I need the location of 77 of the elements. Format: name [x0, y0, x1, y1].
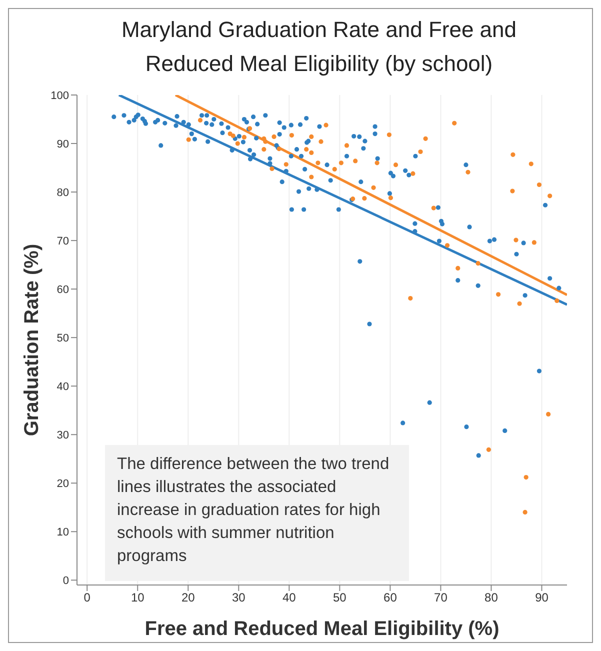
point	[486, 447, 491, 452]
x-tick-label: 60	[384, 590, 398, 605]
y-tick-label: 70	[56, 235, 69, 248]
point	[263, 139, 268, 144]
point	[270, 166, 274, 172]
point	[452, 120, 457, 126]
point	[198, 118, 203, 123]
point	[353, 158, 358, 164]
y-tick-label: 20	[56, 478, 69, 490]
point	[332, 166, 337, 172]
x-tick-label: 50	[333, 590, 347, 605]
point	[510, 152, 516, 157]
x-tick-label: 70	[434, 590, 448, 605]
point	[388, 196, 393, 200]
point	[466, 170, 470, 174]
y-tick-label: 60	[56, 284, 69, 296]
y-axis-title: Graduation Rate (%)	[21, 244, 44, 436]
x-tick-label: 90	[535, 590, 549, 605]
x-tick-label: 80	[484, 590, 498, 605]
y-tick-label: 50	[56, 332, 69, 344]
point	[374, 160, 380, 166]
point	[186, 137, 191, 142]
point	[532, 240, 536, 245]
y-tick-label: 0	[62, 575, 69, 588]
point	[546, 412, 551, 417]
point	[272, 134, 276, 140]
point	[554, 298, 560, 304]
y-tick-label: 90	[56, 138, 69, 150]
point	[410, 171, 416, 176]
point	[309, 150, 314, 156]
point	[514, 238, 518, 242]
y-tick-label: 40	[56, 380, 69, 393]
point	[476, 261, 480, 266]
point	[423, 136, 428, 141]
point	[524, 474, 528, 480]
x-tick-label: 0	[84, 590, 91, 605]
x-tick-label: 30	[232, 590, 246, 605]
point	[316, 160, 320, 166]
point	[444, 243, 450, 248]
point	[362, 196, 367, 201]
x-tick-label: 40	[282, 590, 296, 605]
point	[386, 132, 392, 138]
chart-title: Maryland Graduation Rate and Free and Reduced Meal Eligibility (by school)	[120, 16, 518, 78]
point	[262, 147, 266, 152]
point	[304, 147, 309, 152]
point	[548, 194, 552, 198]
y-tick-label: 30	[56, 430, 69, 442]
point	[309, 134, 314, 140]
point	[338, 160, 344, 166]
point	[242, 134, 247, 140]
point	[371, 185, 376, 190]
point	[528, 162, 534, 166]
note-box: The difference between the two trend lines illustrates the associated increase in graduation rates for high schools with summer nutrition programs	[105, 445, 409, 581]
y-tick-label: 80	[56, 186, 69, 199]
x-tick-label: 10	[130, 590, 145, 605]
x-axis-title: Free and Reduced Meal Eligibility (%)	[144, 618, 500, 640]
point	[318, 139, 324, 144]
x-tick-label: 20	[181, 590, 196, 605]
point	[456, 266, 460, 270]
point	[324, 122, 328, 128]
point	[536, 182, 542, 188]
point	[418, 149, 423, 154]
point	[510, 188, 515, 194]
point	[517, 301, 522, 306]
point	[496, 292, 501, 297]
point	[431, 206, 436, 210]
point	[408, 296, 413, 301]
point	[284, 162, 288, 167]
point	[522, 510, 528, 515]
y-tick-label: 10	[56, 526, 69, 539]
point	[393, 162, 398, 168]
point	[235, 141, 240, 146]
y-tick-label: 100	[50, 90, 69, 102]
point	[230, 133, 236, 138]
point	[309, 174, 314, 180]
point	[344, 143, 350, 148]
point	[289, 132, 294, 138]
